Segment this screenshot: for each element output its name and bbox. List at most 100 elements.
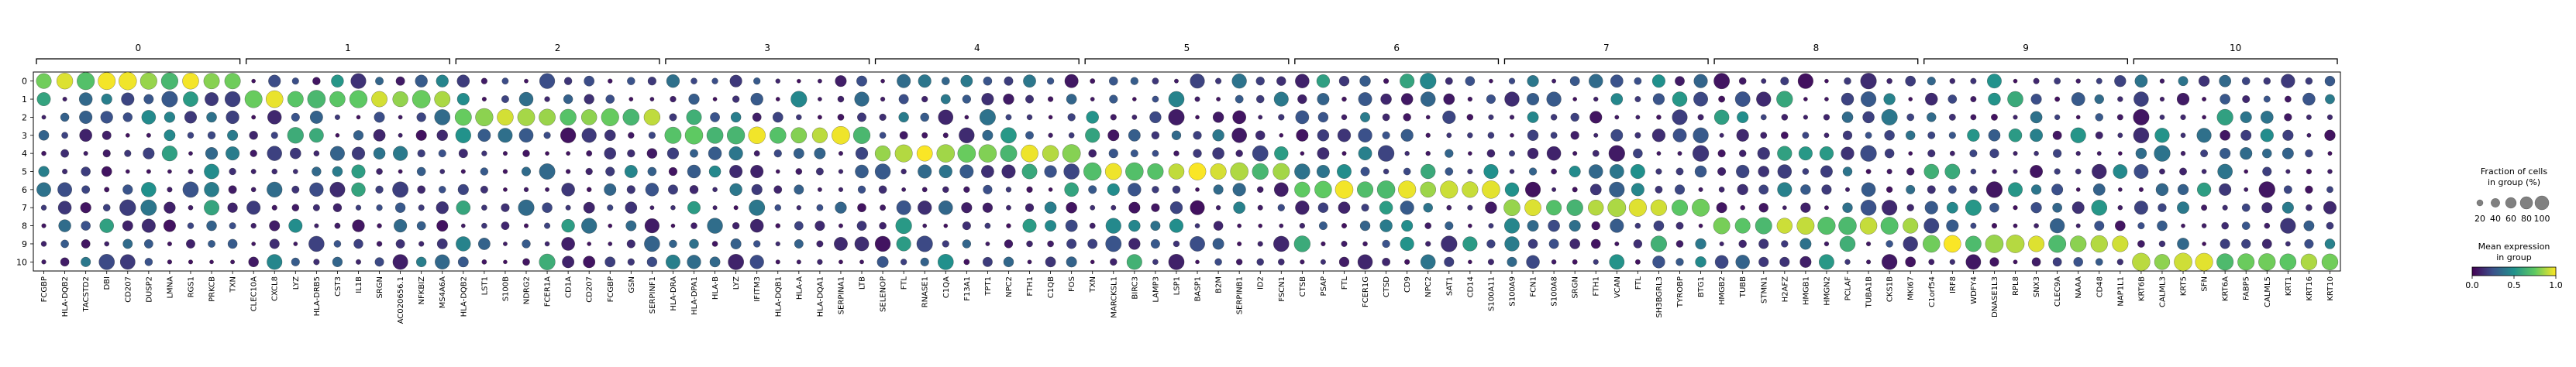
dot-fcgbp-group-1 [605,94,615,104]
x-tick-label: SERPINA1 [837,276,845,314]
dot-snx3-group-8 [2034,223,2039,228]
dot-s100a8-group-5 [1551,168,1557,175]
dot-lamp3-group-9 [1150,238,1160,249]
dot-calml3-group-7 [2158,203,2167,212]
dot-txn-group-8 [1089,222,1096,229]
dot-ctsb-group-7 [1295,201,1310,215]
dot-ftl-group-8 [1634,222,1641,229]
dot-hla-dqb2-group-2 [454,108,472,126]
dot-fcer1a-group-1 [544,96,550,102]
dot-krt16-group-1 [2302,92,2316,106]
dot-c1orf54-group-5 [1923,163,1939,180]
dot-krt6a-group-0 [2219,74,2231,87]
dot-krt16-group-2 [2306,114,2312,120]
dot-s100a9-group-8 [1504,218,1520,234]
dot-krt16-group-6 [2305,185,2313,194]
size-legend-tick-label: 40 [2490,214,2501,224]
dot-f13a1-group-9 [962,239,971,249]
dot-hla-b-group-5 [708,165,721,178]
dot-stmn1-group-0 [1761,78,1767,84]
dot-mki67-group-0 [1905,75,1917,87]
dot-krt6a-group-3 [2220,129,2230,141]
dot-krt1-group-8 [2280,218,2296,234]
dot-marcksl1-group-7 [1111,204,1117,211]
dot-dnase1l3-group-2 [1991,114,1998,121]
dot-c1qb-group-0 [1047,77,1055,85]
dot-cd14-group-5 [1467,168,1473,175]
dot-rpl8-group-0 [2013,78,2018,84]
dot-calml3-group-0 [2159,78,2165,84]
dot-birc3-group-8 [1128,219,1141,232]
dot-krt10-group-9 [2324,238,2336,249]
dot-s100b-group-3 [498,128,513,143]
dot-ctsb-group-8 [1299,222,1305,229]
dot-hla-drb5-group-4 [313,150,320,156]
group-bracket [665,58,870,64]
group-bracket-label: 7 [1603,43,1610,53]
dot-gsn-group-5 [624,165,638,178]
dot-marcksl1-group-1 [1109,94,1118,104]
dot-rgs1-group-0 [182,72,199,90]
dot-npc2-group-7 [1423,203,1433,213]
dot-calml3-group-3 [2154,128,2170,143]
dot-fscn1-group-6 [1274,182,1289,197]
dot-ifitm3-group-10 [749,255,764,269]
dot-fth1-group-7 [1588,200,1604,216]
x-tick-label: PCLAF [1844,276,1853,301]
dot-fth1-group-3 [1593,132,1599,138]
dot-serpinf1-group-9 [644,235,660,252]
dot-c1qa-group-0 [941,77,950,85]
dot-rgs1-group-4 [188,151,193,156]
dot-ftl-group-1 [1634,96,1641,102]
dot-mki67-group-5 [1906,167,1915,176]
dot-serpina1-group-5 [838,169,844,174]
dot-prkcb-group-0 [203,73,220,90]
dot-cd207-group-1 [584,94,594,105]
dot-hmgb2-group-3 [1719,132,1724,138]
dot-tubb-group-6 [1737,184,1748,195]
x-tick-label: LST1 [480,276,489,295]
dot-c1qa-group-6 [942,186,949,194]
dot-c1qa-group-2 [938,109,954,125]
dot-serpina1-group-2 [837,114,845,121]
dot-npc2-group-2 [1425,115,1431,120]
dot-tyrobp-group-6 [1674,184,1685,195]
dot-sfn-group-2 [2202,115,2206,120]
dot-stmn1-group-2 [1760,114,1767,121]
dot-tubb-group-9 [1738,239,1747,249]
dot-tpt1-group-10 [983,256,993,267]
dot-krt6a-group-4 [2220,148,2231,159]
dot-hla-drb5-group-2 [309,111,323,124]
dot-npc2-group-4 [1000,145,1018,163]
x-tick-label: ID2 [1257,276,1266,290]
dot-cks1b-group-3 [1884,130,1895,141]
dot-dusp2-group-1 [143,94,154,105]
dot-hmgn2-group-1 [1824,97,1829,101]
dot-fcer1g-group-3 [1358,128,1372,142]
dot-h2afz-group-5 [1777,164,1792,179]
dot-id2-group-1 [1256,94,1265,104]
dot-krt6a-group-2 [2216,108,2233,125]
dot-s100b-group-0 [501,77,509,85]
dot-cxcl8-group-0 [268,74,281,87]
group-bracket-label: 2 [555,43,561,53]
x-tick-label: LAMP3 [1152,276,1160,303]
dot-sh3bgrl3-group-3 [1651,129,1665,142]
dot-cd14-group-7 [1467,204,1473,211]
dot-lyz-group-1 [732,95,740,103]
dot-s100a8-group-8 [1548,219,1560,232]
dot-dbi-group-4 [102,149,111,158]
dot-serpina1-group-9 [834,237,848,251]
dot-dbi-group-2 [100,111,113,124]
x-tick-label: S100B [501,276,510,301]
dot-s100a11-group-6 [1482,180,1500,199]
group-bracket [1503,58,1709,64]
dot-cd48-group-7 [2091,200,2107,216]
dot-hla-a-group-7 [796,205,801,211]
dot-ftl-group-1 [898,94,909,105]
dot-h2afz-group-2 [1781,114,1789,121]
dot-fcer1g-group-2 [1360,111,1370,122]
dot-krt1-group-5 [2285,169,2291,174]
dot-clec10a-group-5 [250,169,257,174]
dot-ltb-group-8 [856,221,867,231]
